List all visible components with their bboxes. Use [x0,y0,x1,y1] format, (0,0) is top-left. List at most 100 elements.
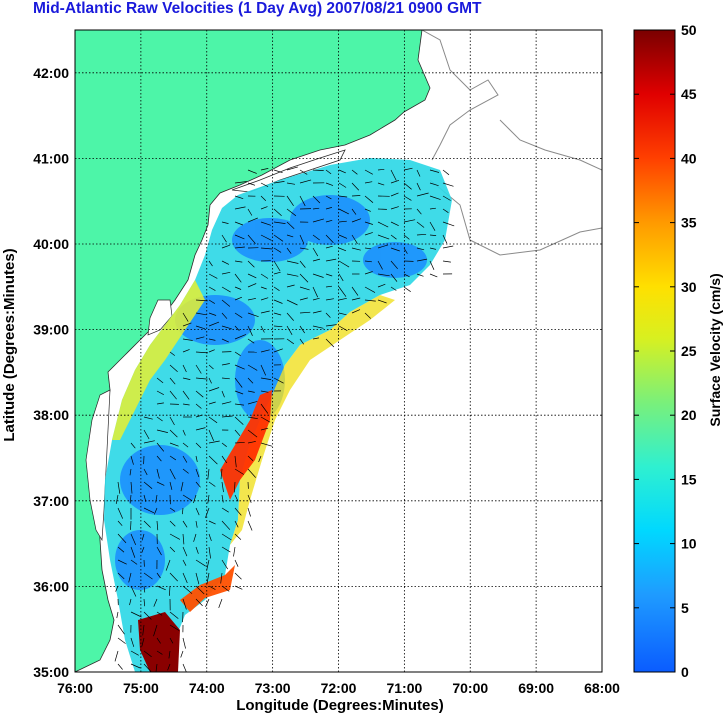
velocity-vector [208,349,215,353]
velocity-vector [234,195,244,200]
velocity-vector [143,507,155,514]
velocity-vector [167,663,171,671]
velocity-vector [195,312,207,316]
velocity-vector [117,546,125,553]
velocity-vector [221,520,231,530]
velocity-vector [221,415,233,418]
velocity-vector [403,247,408,254]
velocity-vector [351,297,361,301]
y-axis-ticks: 42:00 41:00 40:00 39:00 38:00 37:00 36:00 35:00 [33,65,69,680]
velocity-vector [351,195,361,197]
velocity-vector [377,273,390,277]
velocity-vector [260,310,270,314]
velocity-vector [286,273,299,277]
velocity-vector [312,286,319,298]
velocity-vector [416,221,425,228]
velocity-vector [156,390,164,396]
velocity-vector [208,299,215,304]
velocity-vector [195,559,206,567]
velocity-vector [130,559,138,565]
velocity-vector [195,572,200,585]
velocity-vector [247,494,252,503]
velocity-vector [234,351,241,356]
x-tick-label: 72:00 [321,680,357,696]
velocity-vector [234,334,247,340]
velocity-vector [182,403,190,406]
velocity-vector [299,273,309,283]
velocity-vector [299,286,310,291]
velocity-vector [130,442,136,449]
velocity-vector [218,598,223,609]
velocity-vector [351,247,361,251]
velocity-vector [207,468,210,480]
velocity-vector [364,195,374,203]
velocity-vector [234,468,244,475]
colorbar-tick-label: 35 [681,215,697,231]
velocity-vector [429,195,441,200]
velocity-vector [195,520,198,528]
velocity-vector [234,533,242,540]
velocity-vector [325,234,334,243]
velocity-vector [247,325,253,336]
velocity-vector [169,572,178,582]
velocity-vector [325,273,333,277]
velocity-vector [312,218,324,223]
velocity-vector [299,195,306,207]
velocity-vector [221,244,230,249]
velocity-vector [273,348,283,353]
velocity-vector [403,273,410,278]
velocity-vector [273,221,286,224]
velocity-vector [442,195,451,201]
velocity-vector [169,546,176,553]
velocity-vector [234,429,241,437]
velocity-vector [233,546,236,557]
velocity-vector [156,402,164,405]
velocity-vector [234,441,245,444]
velocity-vector [338,195,348,198]
velocity-vector [377,283,386,288]
velocity-vector [260,364,267,376]
velocity-vector [130,585,137,597]
colorbar-tick-label: 50 [681,22,697,38]
x-axis-ticks: 76:00 75:00 74:00 73:00 72:00 71:00 70:00 69:00… [57,680,620,696]
velocity-vector [390,260,398,270]
velocity-vector [364,247,372,250]
velocity-vector [208,338,216,341]
velocity-vector [205,598,210,607]
velocity-vector [142,624,145,636]
velocity-vector [156,468,160,479]
velocity-vector [221,507,229,513]
velocity-vector [193,494,197,504]
high-speed-edge [220,390,272,500]
velocity-vector [234,246,245,249]
velocity-vector [221,260,230,265]
velocity-vector [286,208,297,217]
velocity-vector [338,220,347,223]
velocity-vector [234,221,244,226]
velocity-vector [286,234,294,238]
velocity-vector [143,598,146,607]
velocity-vector [260,403,269,414]
velocity-vector [130,481,133,494]
y-tick-label: 42:00 [33,65,69,81]
velocity-vector [141,533,145,541]
velocity-vector [377,234,390,240]
velocity-vector [234,377,243,388]
velocity-vector [156,546,162,556]
velocity-vector [234,312,243,318]
offshore-coastline [421,30,602,256]
velocity-vector [416,233,427,236]
velocity-vector [442,260,451,263]
colorbar-ticks: 0 5 10 15 20 25 30 35 40 45 50 [634,22,697,680]
velocity-vector [286,325,293,335]
velocity-vector [247,520,253,531]
grid-lines [75,30,602,672]
velocity-vector [312,337,320,340]
velocity-vector [247,273,257,279]
velocity-vector [117,507,124,519]
velocity-vector [442,169,450,176]
velocity-vector [390,221,399,227]
velocity-vector [416,169,421,177]
velocity-vector [208,481,216,487]
velocity-vector [247,416,258,420]
